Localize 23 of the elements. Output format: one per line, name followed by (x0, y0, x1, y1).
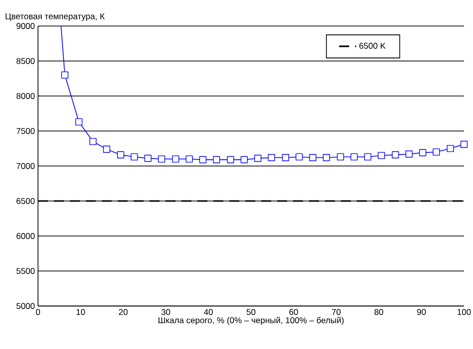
y-tick-label: 6000 (16, 233, 35, 239)
x-axis-title: Шкала серого, % (0% – черный, 100% – белый) (158, 316, 344, 325)
x-tick-label: 70 (332, 309, 341, 316)
y-tick-label: 7000 (16, 163, 35, 169)
y-tick-label: 7500 (16, 128, 35, 134)
x-tick-label: 60 (289, 309, 298, 316)
legend-label: 6500 K (359, 42, 386, 49)
y-tick-label: 5500 (16, 268, 35, 274)
x-tick-label: 40 (204, 309, 213, 316)
x-tick-label: 50 (246, 309, 256, 316)
x-tick-label: 20 (118, 309, 128, 316)
x-tick-label: 90 (417, 309, 426, 316)
y-tick-label: 8000 (16, 93, 35, 99)
x-tick-label: 10 (76, 309, 85, 316)
y-tick-label: 6500 (16, 198, 35, 204)
x-tick-label: 0 (36, 309, 40, 316)
y-tick-label: 5000 (16, 303, 35, 309)
y-tick-label: 8500 (16, 58, 35, 64)
x-tick-label: 30 (161, 309, 170, 316)
y-axis-title: Цветовая температура, К (6, 13, 105, 21)
x-tick-label: 80 (374, 309, 384, 316)
y-tick-label: 9000 (16, 23, 35, 29)
x-tick-label: 100 (458, 309, 471, 316)
